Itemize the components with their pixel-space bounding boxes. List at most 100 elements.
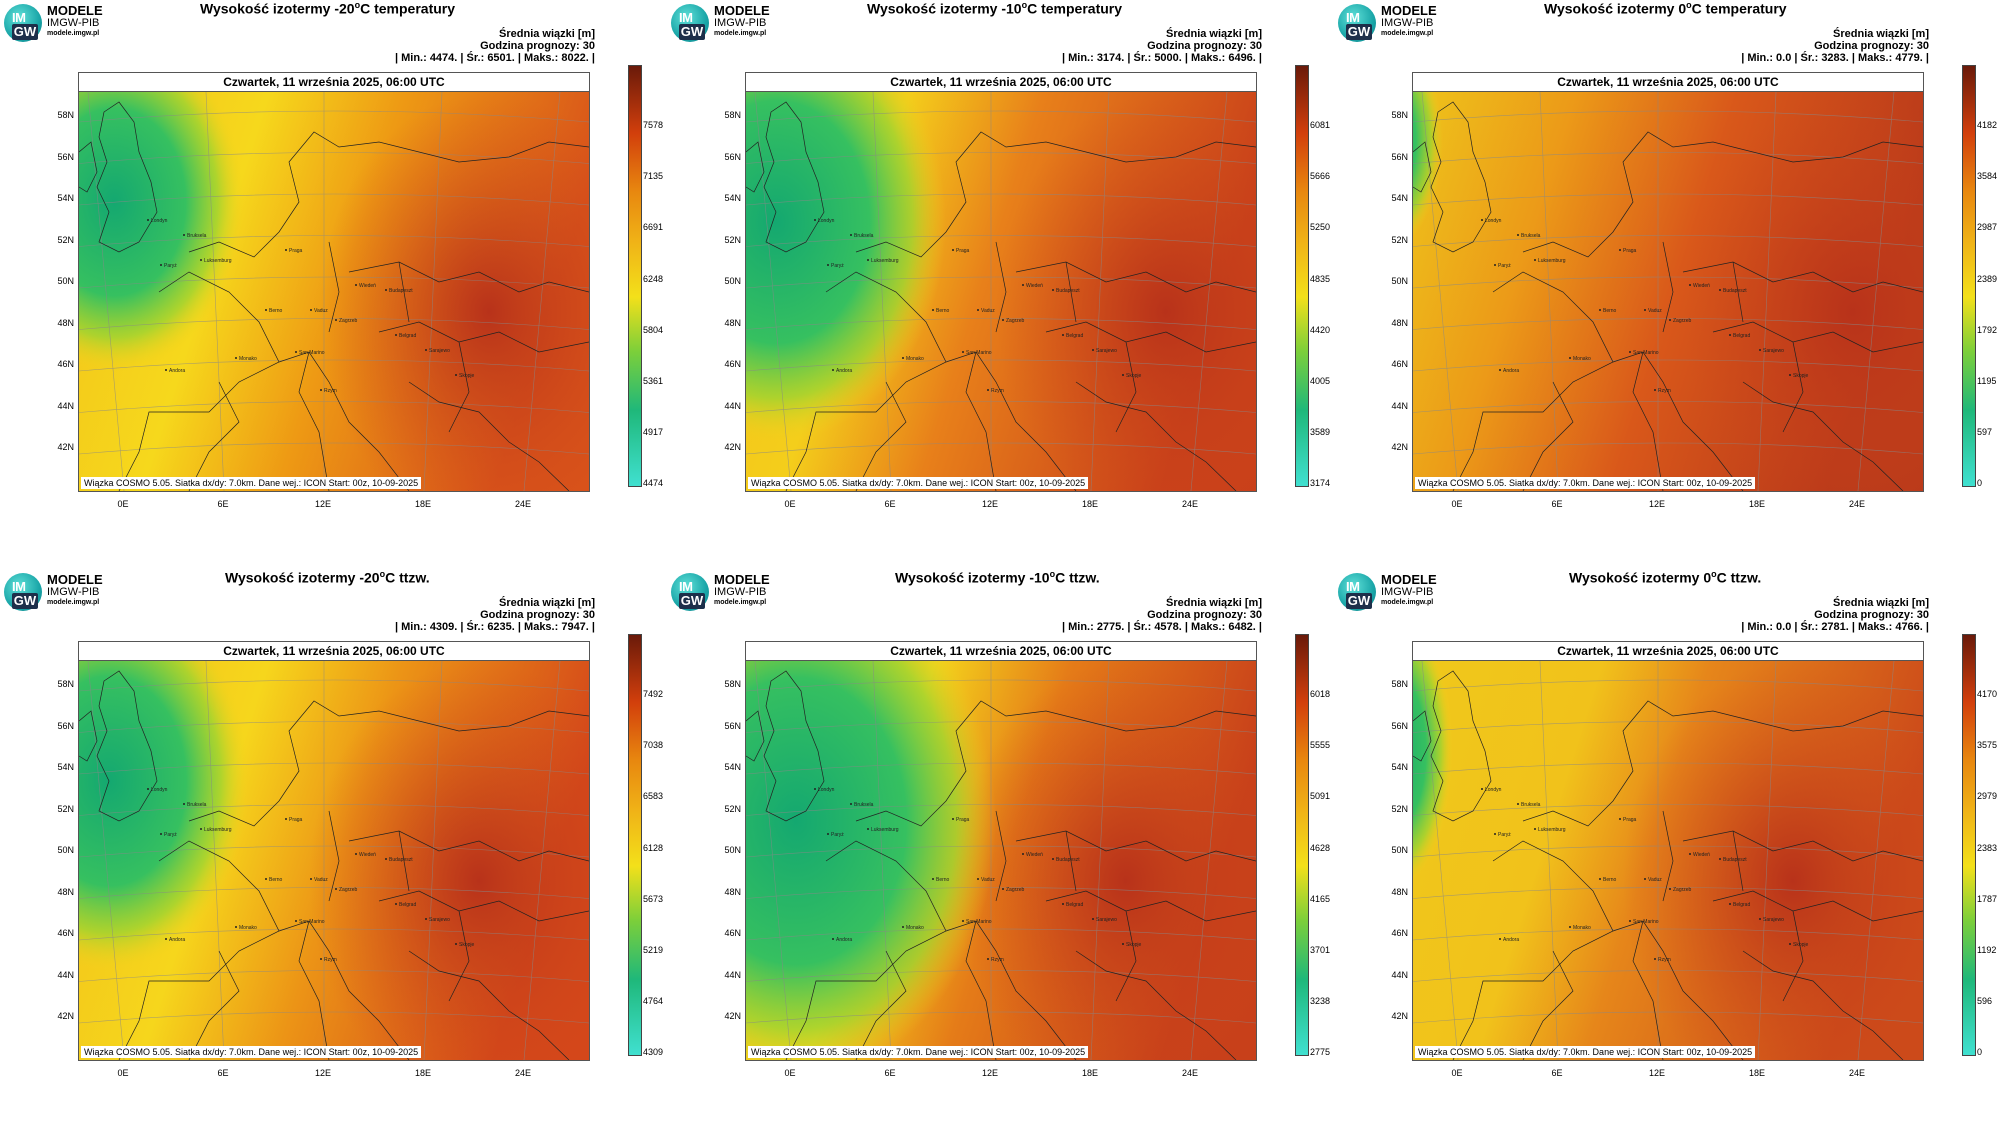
city-label: Monako: [239, 356, 257, 362]
city-label: Rzym: [991, 957, 1004, 963]
colorbar-tick: 3575: [1977, 740, 1998, 751]
city-dot: [425, 349, 427, 351]
stats-block: Średnia wiązki [m] Godzina prognozy: 30 | …: [1062, 597, 1262, 633]
latitude-label: 52N: [57, 234, 74, 245]
city-label: Zagrzeb: [339, 318, 358, 324]
city-label: San Marino: [299, 350, 325, 356]
city-label: Paryż: [164, 263, 177, 269]
forecast-panel: IM GW MODELE IMGW-PIB modele.imgw.pl Wysokość…: [0, 0, 667, 568]
colorbar-tick: 4474: [643, 478, 664, 489]
city-dot: [1729, 334, 1731, 336]
longitude-label: 18E: [1081, 499, 1098, 509]
city-label: Belgrad: [1733, 902, 1750, 908]
city-dot: [1619, 818, 1621, 820]
panel-title: Wysokość izotermy -10oC temperatury: [867, 0, 1122, 17]
city-label: Monako: [906, 925, 924, 931]
title-degree: o: [1711, 569, 1717, 579]
colorbar-tick: 5250: [1310, 222, 1331, 233]
city-label: Berno: [936, 308, 950, 314]
colorbar-tick: 4165: [1310, 893, 1331, 904]
city-label: Skopje: [459, 942, 475, 948]
colorbar-tick: 0: [1977, 1047, 1983, 1058]
city-label: Paryż: [831, 263, 844, 269]
logo-im-text: IM: [12, 579, 26, 594]
colorbar: [1295, 634, 1309, 1056]
city-dot: [1499, 369, 1501, 371]
city-label: Sarajewo: [1096, 917, 1117, 923]
stats-block: Średnia wiązki [m] Godzina prognozy: 30 | …: [395, 28, 595, 64]
longitude-label: 0E: [1451, 1068, 1463, 1078]
colorbar-tick: 2987: [1977, 222, 1998, 233]
latitude-label: 54N: [57, 762, 74, 772]
stats-block: Średnia wiązki [m] Godzina prognozy: 30 | …: [1062, 28, 1262, 64]
longitude-label: 12E: [314, 499, 331, 509]
colorbar-tick: 6583: [643, 791, 664, 802]
city-label: San Marino: [1633, 919, 1659, 925]
latitude-label: 50N: [1391, 845, 1408, 855]
city-dot: [1599, 309, 1601, 311]
city-dot: [1052, 858, 1054, 860]
brand-url: modele.imgw.pl: [714, 30, 767, 37]
imgw-logo: IM GW MODELE IMGW-PIB modele.imgw.pl: [669, 2, 789, 42]
city-label: Londyn: [151, 218, 168, 224]
colorbar-tick: 6248: [643, 273, 664, 284]
map-frame: Czwartek, 11 września 2025, 06:00 UTC Lon…: [745, 72, 1257, 492]
colorbar-tick: 0: [1977, 478, 1983, 489]
colorbar-tick: 7038: [643, 740, 664, 751]
model-footer: Wiązka COSMO 5.05. Siatka dx/dy: 7.0km. …: [1415, 1046, 1756, 1058]
graticule: [79, 661, 589, 1060]
subtitle: Średnia wiązki [m]: [1833, 597, 1929, 609]
city-dot: [814, 788, 816, 790]
title-main: Wysokość izotermy 0: [1544, 0, 1687, 17]
city-dot: [1629, 351, 1631, 353]
city-dot: [832, 938, 834, 940]
brand-name: MODELE: [714, 572, 770, 587]
forecast-panel: IM GW MODELE IMGW-PIB modele.imgw.pl Wysokość…: [1334, 0, 2000, 568]
city-label: Luksemburg: [204, 258, 232, 264]
city-dot: [1494, 264, 1496, 266]
colorbar-tick: 1195: [1977, 376, 1997, 386]
map-frame: Czwartek, 11 września 2025, 06:00 UTC Lon…: [78, 72, 590, 492]
longitude-label: 0E: [1451, 499, 1463, 509]
city-dot: [1629, 920, 1631, 922]
brand-name: MODELE: [714, 3, 770, 18]
city-label: Skopje: [1793, 942, 1809, 948]
longitude-label: 0E: [117, 499, 129, 509]
colorbar-tick: 1787: [1977, 893, 1998, 904]
city-label: Praga: [956, 248, 970, 254]
latitude-label: 46N: [57, 928, 74, 938]
city-dot: [1022, 284, 1024, 286]
graticule: [1413, 92, 1923, 491]
high-zone: [319, 92, 589, 491]
colorbar-tick: 5361: [643, 376, 664, 386]
map-frame: Czwartek, 11 września 2025, 06:00 UTC Lon…: [745, 641, 1257, 1061]
city-label: Budapeszt: [1723, 288, 1747, 294]
latitude-label: 56N: [724, 720, 741, 731]
latitude-label: 42N: [724, 442, 741, 452]
latitude-label: 50N: [57, 276, 74, 286]
longitude-label: 6E: [884, 1068, 896, 1078]
city-dot: [1494, 833, 1496, 835]
city-label: Monako: [239, 925, 257, 931]
forecast-hour: Godzina prognozy: 30: [1147, 609, 1262, 621]
map-frame: Czwartek, 11 września 2025, 06:00 UTC Lon…: [1412, 72, 1924, 492]
subtitle: Średnia wiązki [m]: [499, 597, 595, 609]
city-label: Budapeszt: [1056, 288, 1080, 294]
city-dot: [1062, 903, 1064, 905]
longitude-label: 6E: [217, 1068, 229, 1078]
city-dot: [1122, 943, 1124, 945]
brand-org: IMGW-PIB: [714, 17, 767, 29]
latitude-label: 58N: [724, 679, 741, 689]
logo-gw-text: GW: [12, 593, 38, 609]
latitude-label: 44N: [57, 400, 74, 411]
city-dot: [235, 357, 237, 359]
city-label: Londyn: [1485, 218, 1502, 224]
latitude-label: 50N: [724, 845, 741, 855]
colorbar-tick: 5804: [643, 324, 664, 335]
longitude-label: 6E: [1551, 499, 1563, 509]
longitude-label: 12E: [314, 1068, 331, 1078]
valid-date: Czwartek, 11 września 2025, 06:00 UTC: [79, 642, 589, 661]
imgw-logo-icon: IM GW: [1338, 4, 1376, 42]
longitude-label: 24E: [514, 1068, 531, 1078]
longitude-label: 18E: [414, 1068, 431, 1078]
